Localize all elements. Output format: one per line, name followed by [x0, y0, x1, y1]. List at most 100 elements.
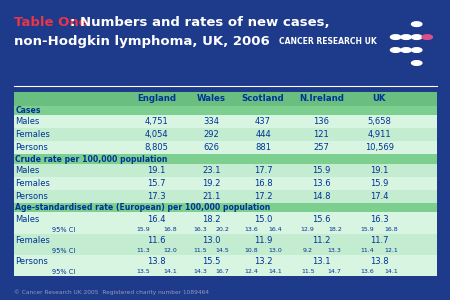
Bar — [14, 226, 436, 234]
Text: 15.9: 15.9 — [136, 227, 150, 232]
Text: 4,054: 4,054 — [144, 130, 168, 140]
Circle shape — [391, 35, 401, 39]
Text: Males: Males — [15, 166, 40, 175]
Text: 13.8: 13.8 — [147, 257, 166, 266]
Text: 16.3: 16.3 — [370, 214, 389, 224]
Text: 11.5: 11.5 — [194, 248, 207, 253]
Text: 14.5: 14.5 — [215, 248, 229, 253]
Text: CANCER RESEARCH UK: CANCER RESEARCH UK — [279, 37, 377, 46]
Text: 11.6: 11.6 — [147, 236, 166, 245]
Text: 292: 292 — [203, 130, 219, 140]
Text: 9.2: 9.2 — [303, 248, 313, 253]
Text: : Numbers and rates of new cases,: : Numbers and rates of new cases, — [70, 16, 329, 29]
Circle shape — [401, 35, 411, 39]
Circle shape — [401, 48, 411, 52]
Bar — [14, 128, 436, 141]
Text: 444: 444 — [255, 130, 271, 140]
Text: 11.2: 11.2 — [312, 236, 330, 245]
Text: 13.6: 13.6 — [360, 269, 374, 275]
Text: 11.7: 11.7 — [370, 236, 389, 245]
Text: 8,805: 8,805 — [144, 143, 168, 152]
Text: 21.1: 21.1 — [202, 192, 220, 201]
Text: 14.3: 14.3 — [194, 269, 207, 275]
Text: 13.8: 13.8 — [370, 257, 389, 266]
Text: Wales: Wales — [197, 94, 226, 103]
Text: 19.1: 19.1 — [370, 166, 389, 175]
Text: 11.4: 11.4 — [360, 248, 374, 253]
Text: 14.1: 14.1 — [385, 269, 398, 275]
Circle shape — [411, 22, 422, 26]
Text: 16.4: 16.4 — [268, 227, 282, 232]
Text: 136: 136 — [313, 117, 329, 126]
Text: 13.3: 13.3 — [328, 248, 342, 253]
Text: Table One: Table One — [14, 16, 87, 29]
Text: 95% CI: 95% CI — [52, 248, 75, 254]
Bar — [14, 234, 436, 247]
Text: Scotland: Scotland — [242, 94, 284, 103]
Bar — [14, 203, 436, 212]
Text: Females: Females — [15, 179, 50, 188]
Text: 95% CI: 95% CI — [52, 226, 75, 232]
Text: 17.7: 17.7 — [254, 166, 272, 175]
Text: 13.1: 13.1 — [312, 257, 330, 266]
Text: Males: Males — [15, 117, 40, 126]
Text: 13.5: 13.5 — [136, 269, 150, 275]
Text: © Cancer Research UK 2005  Registered charity number 1089464: © Cancer Research UK 2005 Registered cha… — [14, 290, 208, 295]
Text: 14.1: 14.1 — [163, 269, 177, 275]
Text: 16.8: 16.8 — [163, 227, 176, 232]
Text: 17.2: 17.2 — [254, 192, 272, 201]
Text: 16.3: 16.3 — [194, 227, 207, 232]
Text: 12.1: 12.1 — [385, 248, 398, 253]
Text: 11.3: 11.3 — [136, 248, 150, 253]
Bar — [14, 154, 436, 164]
Text: 23.1: 23.1 — [202, 166, 220, 175]
Text: 257: 257 — [313, 143, 329, 152]
Text: 14.8: 14.8 — [312, 192, 330, 201]
Text: 15.7: 15.7 — [147, 179, 166, 188]
Text: 13.0: 13.0 — [268, 248, 282, 253]
Text: 437: 437 — [255, 117, 271, 126]
Circle shape — [422, 35, 432, 39]
Text: 16.8: 16.8 — [254, 179, 272, 188]
Text: 16.4: 16.4 — [147, 214, 166, 224]
Text: 334: 334 — [203, 117, 219, 126]
Bar — [14, 212, 436, 226]
Text: 121: 121 — [313, 130, 329, 140]
Text: 14.1: 14.1 — [268, 269, 282, 275]
Text: 19.2: 19.2 — [202, 179, 220, 188]
Text: Persons: Persons — [15, 192, 48, 201]
Circle shape — [411, 61, 422, 65]
Text: non-Hodgkin lymphoma, UK, 2006: non-Hodgkin lymphoma, UK, 2006 — [14, 34, 269, 47]
Bar — [14, 190, 436, 203]
Text: 15.9: 15.9 — [312, 166, 330, 175]
Bar — [14, 247, 436, 255]
Text: 15.0: 15.0 — [254, 214, 272, 224]
Text: 15.5: 15.5 — [202, 257, 220, 266]
Bar — [14, 255, 436, 268]
Text: 12.4: 12.4 — [244, 269, 258, 275]
Text: 10,569: 10,569 — [365, 143, 394, 152]
Text: UK: UK — [373, 94, 386, 103]
Circle shape — [411, 48, 422, 52]
Text: 15.9: 15.9 — [360, 227, 374, 232]
Text: 4,751: 4,751 — [144, 117, 168, 126]
Text: 18.2: 18.2 — [202, 214, 220, 224]
Text: 15.6: 15.6 — [312, 214, 330, 224]
Bar — [14, 141, 436, 154]
Text: Cases: Cases — [15, 106, 40, 115]
Circle shape — [391, 48, 401, 52]
Text: N.Ireland: N.Ireland — [299, 94, 344, 103]
Text: 17.3: 17.3 — [147, 192, 166, 201]
Bar — [14, 164, 436, 177]
Bar — [14, 115, 436, 128]
Text: 16.7: 16.7 — [215, 269, 229, 275]
Bar — [14, 177, 436, 190]
Text: Persons: Persons — [15, 257, 48, 266]
Text: 626: 626 — [203, 143, 219, 152]
Text: 13.6: 13.6 — [312, 179, 331, 188]
Text: 18.2: 18.2 — [328, 227, 342, 232]
Bar — [14, 268, 436, 276]
Circle shape — [411, 35, 422, 39]
Text: 10.8: 10.8 — [244, 248, 258, 253]
Text: 19.1: 19.1 — [147, 166, 166, 175]
